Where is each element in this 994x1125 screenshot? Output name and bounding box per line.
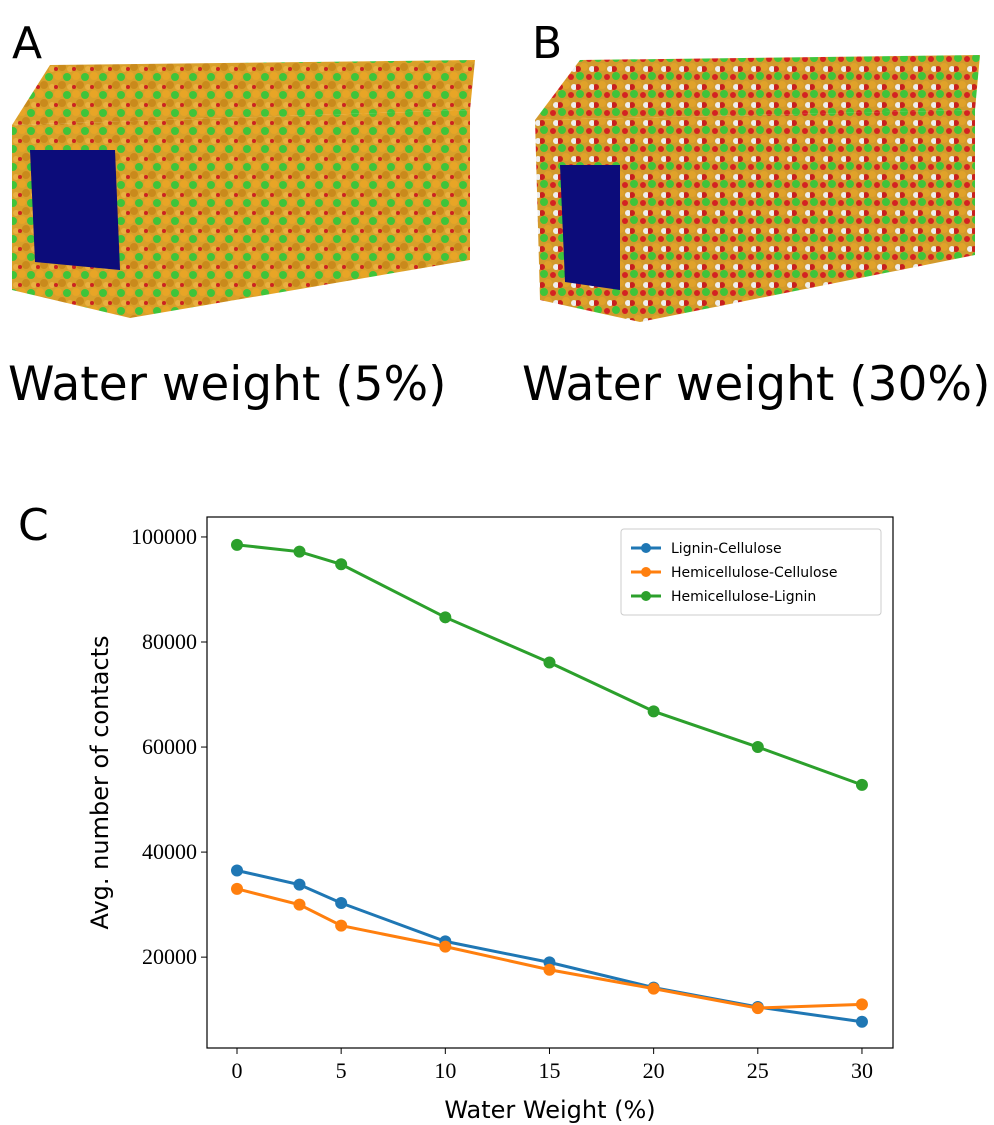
x-tick-label: 10 (434, 1058, 456, 1083)
data-point (751, 1002, 764, 1015)
y-tick-label: 20000 (142, 944, 197, 969)
panel-caption: Water weight (30%) (522, 357, 990, 412)
plot-frame (206, 516, 894, 1049)
x-tick-label: 5 (336, 1058, 347, 1083)
y-tick-label: 100000 (131, 524, 197, 549)
data-point (230, 538, 243, 551)
panel-a-render (12, 60, 475, 318)
x-tick-label: 0 (231, 1058, 242, 1083)
data-point (647, 982, 660, 995)
legend-marker (641, 543, 651, 553)
legend-marker (641, 591, 651, 601)
x-axis-label: Water Weight (%) (444, 1096, 655, 1124)
data-point (335, 558, 348, 571)
y-tick-label: 80000 (142, 629, 197, 654)
data-point (855, 998, 868, 1011)
panel-caption: Water weight (5%) (8, 357, 447, 412)
x-tick-label: 20 (643, 1058, 665, 1083)
panel-label: A (12, 18, 42, 69)
legend-label: Hemicellulose-Lignin (671, 589, 816, 605)
x-tick-label: 25 (747, 1058, 769, 1083)
x-tick-label: 30 (851, 1058, 873, 1083)
y-axis-label: Avg. number of contacts (86, 635, 114, 929)
data-point (335, 897, 348, 910)
series-line (236, 887, 863, 1010)
data-point (439, 940, 452, 953)
panel-b-render (535, 55, 980, 322)
panel-label: C (18, 500, 49, 551)
data-point (230, 882, 243, 895)
data-point (647, 705, 660, 718)
data-point (543, 656, 556, 669)
data-point (543, 963, 556, 976)
data-point (855, 1015, 868, 1028)
legend-label: Lignin-Cellulose (671, 541, 782, 557)
data-point (335, 919, 348, 932)
data-point (293, 898, 306, 911)
x-tick-label: 15 (538, 1058, 560, 1083)
legend-marker (641, 567, 651, 577)
series-line (236, 543, 863, 787)
line-chart: 20000 40000 60000 80000 100000 0 5 10 15 20 25 30 Wa… (86, 516, 894, 1124)
y-tick-label: 60000 (142, 734, 197, 759)
data-point (855, 778, 868, 791)
legend-box (620, 528, 882, 616)
data-point (230, 864, 243, 877)
legend-label: Hemicellulose-Cellulose (671, 565, 837, 581)
panel-label: B (532, 18, 562, 69)
series-line (236, 869, 863, 1024)
data-point (751, 741, 764, 754)
data-point (293, 545, 306, 558)
data-point (293, 878, 306, 891)
y-tick-label: 40000 (142, 839, 197, 864)
data-point (439, 611, 452, 624)
legend: Lignin-Cellulose Hemicellulose-Cellulose H… (620, 528, 882, 616)
